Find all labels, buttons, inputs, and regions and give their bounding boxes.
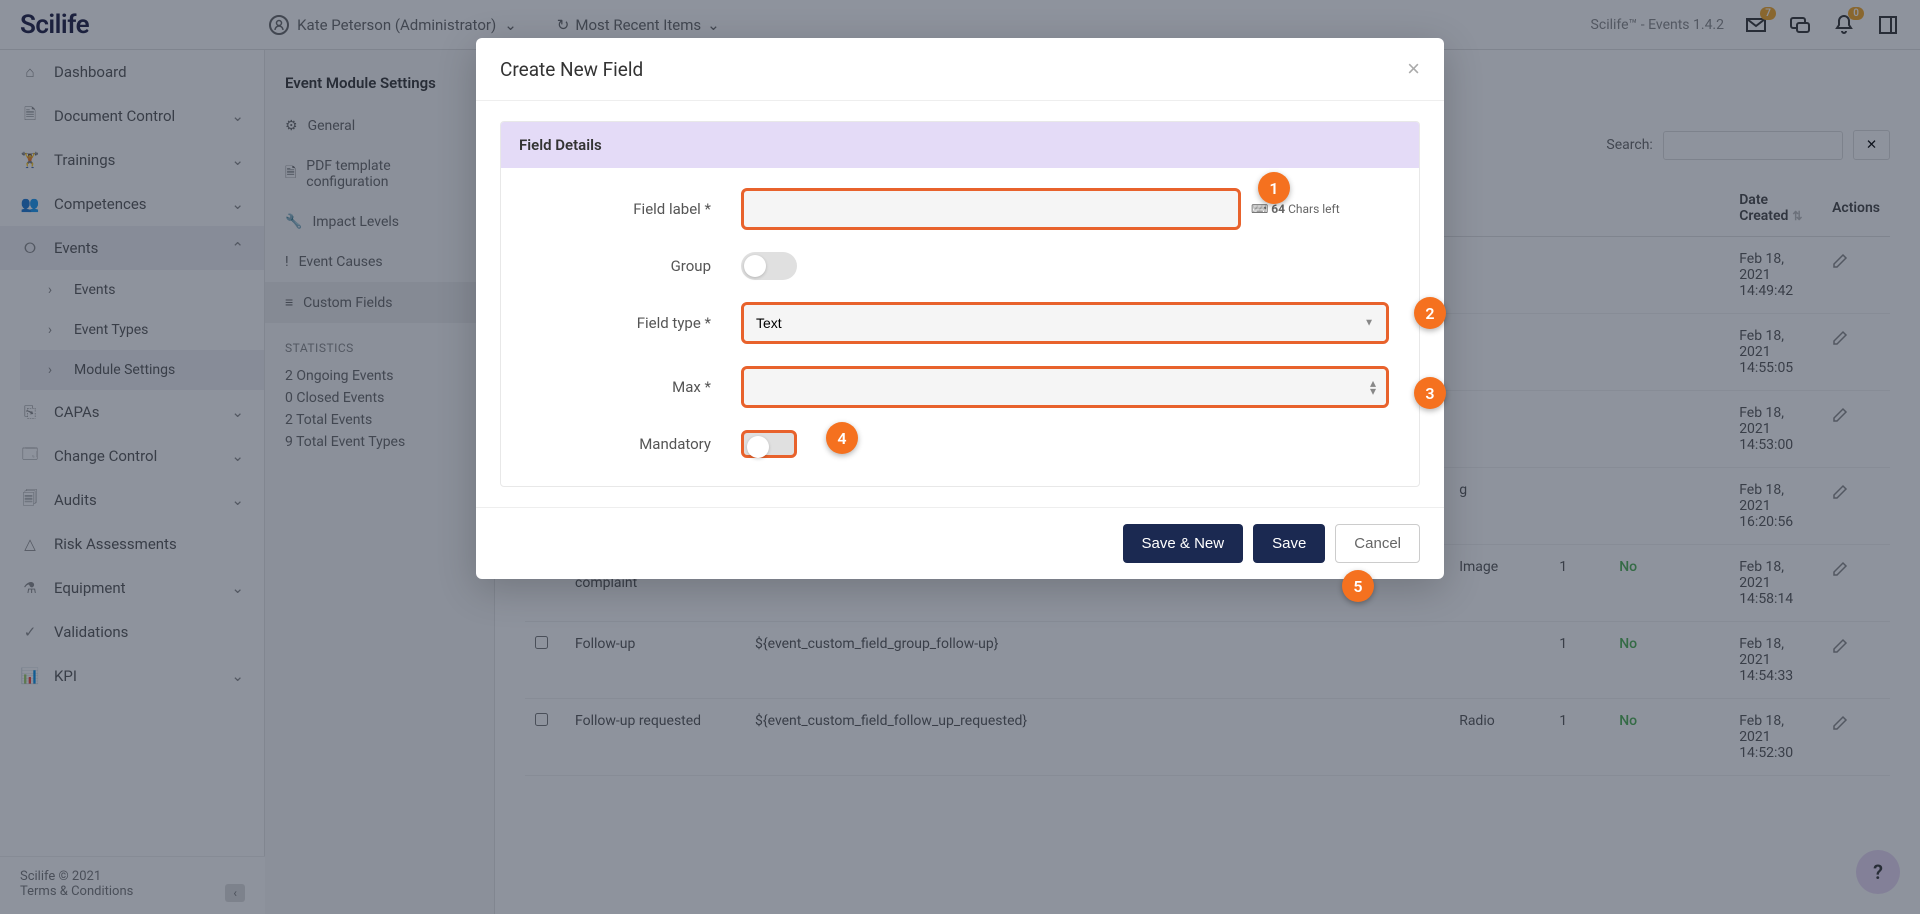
field-label-input[interactable] [741, 188, 1241, 230]
save-button[interactable]: Save [1253, 524, 1325, 563]
group-toggle[interactable] [741, 252, 797, 280]
label-max: Max * [531, 378, 741, 396]
callout-2: 2 [1414, 297, 1446, 329]
create-field-modal: Create New Field × Field Details Field l… [476, 38, 1444, 579]
label-field-label: Field label * [531, 200, 741, 218]
label-group: Group [531, 257, 741, 275]
callout-4: 4 [826, 422, 858, 454]
modal-footer: Save & New Save Cancel [476, 507, 1444, 579]
label-mandatory: Mandatory [531, 435, 741, 453]
modal-title: Create New Field [500, 58, 643, 81]
cancel-button[interactable]: Cancel [1335, 524, 1420, 563]
callout-3: 3 [1414, 377, 1446, 409]
card-header: Field Details [501, 122, 1419, 168]
mandatory-toggle[interactable] [741, 430, 797, 458]
save-and-new-button[interactable]: Save & New [1123, 524, 1244, 563]
callout-1: 1 [1258, 172, 1290, 204]
modal-close-button[interactable]: × [1407, 56, 1420, 82]
callout-5: 5 [1342, 570, 1374, 602]
field-type-select[interactable]: Text [744, 305, 1386, 341]
row-field-type: Field type * Text ▼ [531, 302, 1389, 344]
chars-left: ⌨ 64 Chars left [1251, 202, 1340, 216]
modal-header: Create New Field × [476, 38, 1444, 101]
row-group: Group [531, 252, 1389, 280]
row-mandatory: Mandatory [531, 430, 1389, 458]
row-max: Max * ▴▾ [531, 366, 1389, 408]
max-input[interactable] [744, 369, 1386, 405]
label-field-type: Field type * [531, 314, 741, 332]
